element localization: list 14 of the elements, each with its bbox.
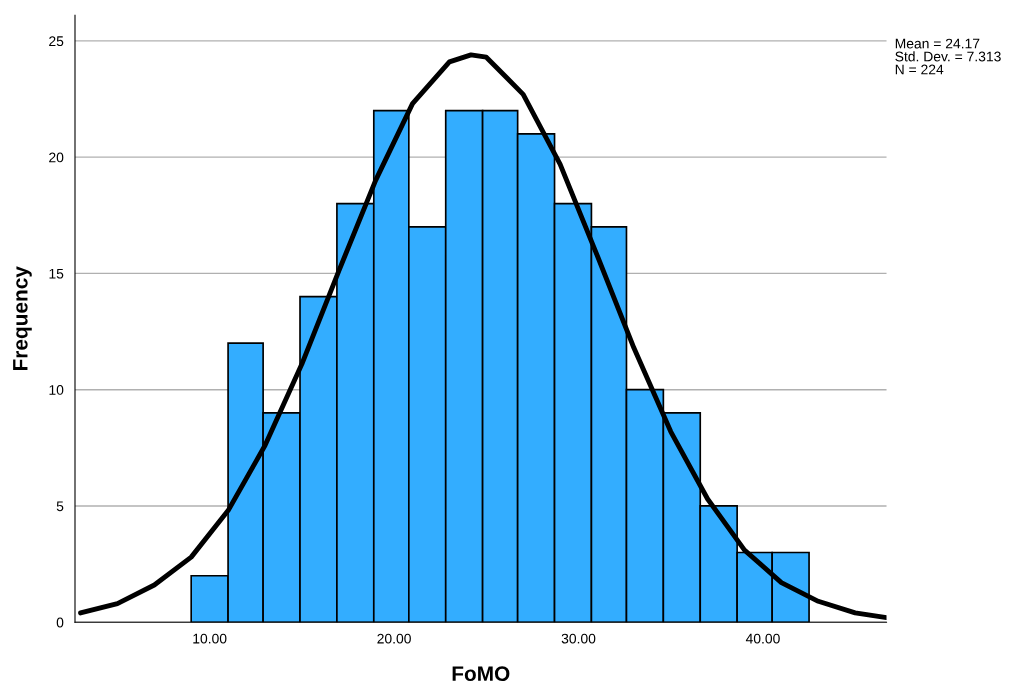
x-tick-label: 40.00 [745, 633, 780, 644]
y-tick-label: 10 [49, 385, 64, 395]
text: Mean = 24.17 Std. Dev. = 7.313 N = 224 [895, 38, 1001, 75]
x-tick-label: 30.00 [561, 633, 596, 644]
y-tick-label: 15 [49, 268, 64, 279]
y-axis-title: Frequency [13, 266, 32, 371]
x-tick-label: 10.00 [193, 633, 227, 644]
y-tick-label: 0 [56, 617, 64, 628]
x-tick-label: 20.00 [377, 633, 411, 644]
x-axis-title: FoMO [452, 666, 510, 682]
line-series [78, 52, 887, 620]
y-tick-label: 20 [49, 152, 64, 163]
y-tick-label: 5 [56, 501, 64, 512]
y-tick-label: 25 [49, 36, 64, 47]
